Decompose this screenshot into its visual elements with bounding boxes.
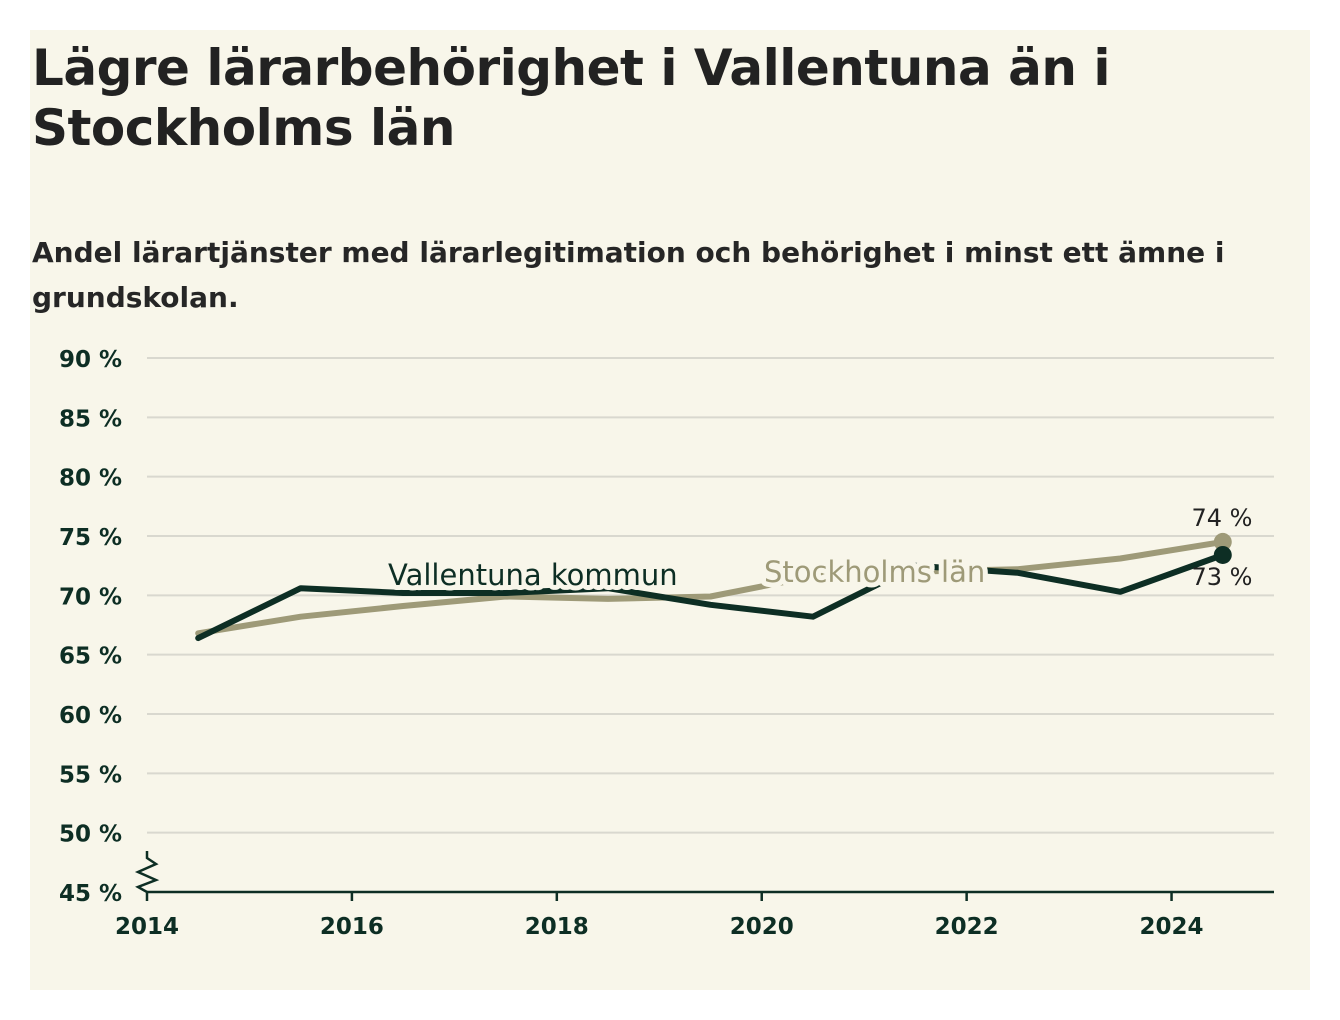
end-point-marker	[1213, 532, 1232, 551]
x-tick-label: 2024	[1140, 914, 1204, 940]
y-tick-label: 50 %	[59, 822, 122, 848]
y-tick-label: 45 %	[59, 881, 122, 907]
y-tick-label: 55 %	[59, 762, 122, 788]
y-tick-label: 65 %	[59, 644, 122, 670]
x-tick-label: 2022	[935, 914, 999, 940]
series-line	[195, 552, 1226, 642]
x-tick-label: 2018	[525, 914, 589, 940]
gridlines	[147, 357, 1274, 834]
end-value-label: 73 %	[1192, 563, 1253, 591]
series-label-halo: Stockholms län	[764, 555, 985, 589]
y-tick-label: 75 %	[59, 525, 122, 551]
y-axis-ticks: 45 % 50 % 55 % 60 % 65 % 70 % 75 % 80 % 85 % 90 %	[59, 347, 160, 907]
series-label: Vallentuna kommun	[388, 558, 678, 592]
end-value-label: 74 %	[1192, 504, 1253, 532]
x-tick-label: 2014	[115, 914, 179, 940]
y-tick-label: 80 %	[59, 466, 122, 492]
axis-break-icon	[134, 851, 160, 894]
x-tick-label: 2020	[730, 914, 794, 940]
y-tick-label: 90 %	[59, 347, 122, 373]
y-tick-label: 85 %	[59, 406, 122, 432]
chart-subtitle: Andel lärartjänster med lärarlegitimatio…	[32, 236, 1225, 314]
y-tick-label: 60 %	[59, 703, 122, 729]
x-axis: 2014 2016 2018 2020 2022 2024	[115, 890, 1274, 940]
chart-title: Lägre lärarbehörighet i Vallentuna än i …	[32, 39, 1111, 157]
chart-panel	[30, 30, 1310, 990]
y-tick-label: 70 %	[59, 584, 122, 610]
series-lines	[195, 532, 1232, 642]
x-tick-label: 2016	[320, 914, 384, 940]
series-label: Stockholms län	[764, 555, 985, 589]
series-label-halo: Vallentuna kommun	[388, 558, 678, 592]
end-point-marker	[1213, 545, 1232, 564]
series-line	[195, 538, 1226, 637]
